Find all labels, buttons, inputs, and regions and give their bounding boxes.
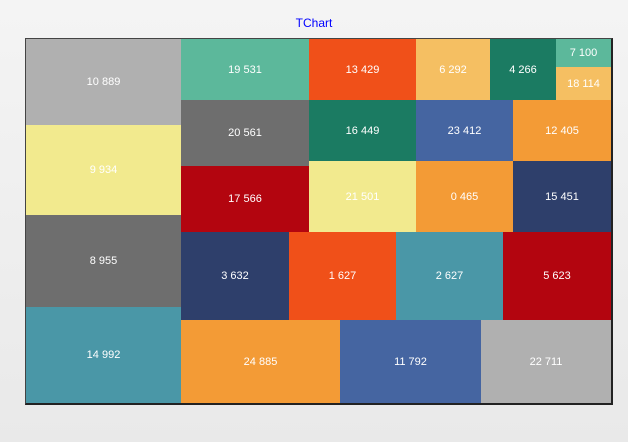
treemap-cell: 6 292 [416,39,490,100]
treemap-cell: 24 885 [181,320,340,403]
treemap-cell: 22 711 [481,320,611,403]
treemap-cell-label: 5 623 [543,270,571,282]
treemap-cell: 18 114 [556,67,611,100]
treemap-cell-label: 18 114 [567,77,600,90]
treemap-cell: 14 992 [26,307,181,403]
treemap-cell: 0 465 [416,161,513,232]
treemap-cell: 2 627 [396,232,503,320]
treemap-cell: 7 100 [556,39,611,67]
treemap-cell-label: 2 627 [435,270,464,282]
treemap-cell: 21 501 [309,161,416,232]
chart-title: TChart [295,16,333,30]
treemap-cell-label: 14 992 [86,349,121,361]
treemap-cell: 1 627 [289,232,396,320]
treemap-cell-label: 1 627 [328,270,357,282]
treemap-cell: 11 792 [340,320,481,403]
treemap-cell: 20 561 [181,100,309,166]
treemap-cell-label: 12 405 [545,124,579,137]
treemap-cell: 19 531 [181,39,309,100]
treemap-cell-label: 8 955 [89,255,118,267]
treemap-cell: 17 566 [181,166,309,232]
treemap-plot-area: 10 889 9 934 8 955 14 992 19 531 13 429 6 292 4… [25,38,613,405]
treemap-cell-label: 17 566 [228,193,262,205]
treemap-cell-label: 23 412 [447,124,482,137]
treemap-cell-label: 24 885 [243,355,278,368]
treemap-cell: 5 623 [503,232,611,320]
treemap-cell: 3 632 [181,232,289,320]
treemap-cell-label: 0 465 [450,190,479,203]
treemap-cell-label: 21 501 [345,190,380,203]
treemap-cell-label: 19 531 [228,63,262,76]
treemap-cell-label: 3 632 [221,270,249,282]
treemap-cell-label: 9 934 [89,164,118,176]
treemap-cell: 9 934 [26,125,181,215]
treemap-cell-label: 6 292 [439,63,467,76]
treemap-cell-label: 7 100 [569,47,598,59]
treemap-cell: 15 451 [513,161,611,232]
treemap-cell-label: 13 429 [345,63,380,76]
treemap-cell: 12 405 [513,100,611,161]
treemap-cell-label: 20 561 [228,127,262,139]
treemap-cell-label: 10 889 [86,76,121,88]
treemap-cell: 16 449 [309,100,416,161]
treemap-cell-label: 16 449 [345,124,380,137]
treemap-cell: 23 412 [416,100,513,161]
treemap-cell: 4 266 [490,39,556,100]
treemap-cell: 10 889 [26,39,181,125]
treemap-cell: 13 429 [309,39,416,100]
treemap-cell-label: 11 792 [394,355,427,368]
treemap-cell-label: 22 711 [529,355,563,368]
treemap-cell-label: 15 451 [545,190,579,203]
treemap-cell-label: 4 266 [509,63,537,76]
treemap-cell: 8 955 [26,215,181,307]
